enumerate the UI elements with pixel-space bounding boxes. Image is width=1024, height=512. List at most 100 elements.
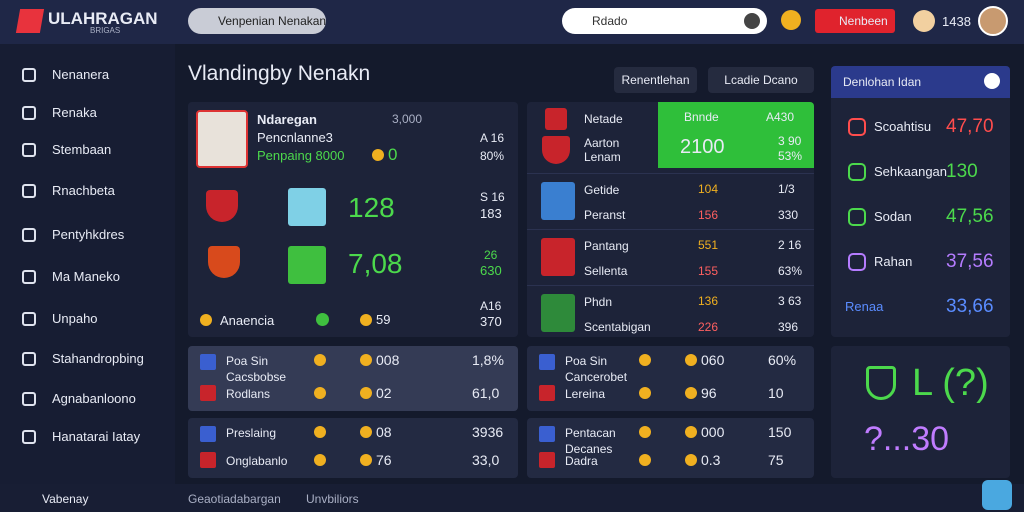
- rank-name[interactable]: Sehkaangan: [874, 164, 948, 179]
- stat-d: 396: [778, 320, 799, 334]
- coin: [685, 354, 697, 366]
- tab-button[interactable]: Renentlehan: [614, 67, 697, 93]
- player-name: Ndaregan: [257, 112, 317, 127]
- rank-name[interactable]: Rahan: [874, 254, 913, 269]
- row-divider: [527, 285, 814, 286]
- box-b: 3 90: [778, 134, 802, 148]
- coin: [639, 354, 651, 366]
- match-card[interactable]: [527, 418, 814, 478]
- box-value: 2100: [680, 136, 725, 158]
- card-a: 08: [376, 424, 392, 440]
- ranking-title: Denlohan Idan: [843, 75, 922, 89]
- search-clear[interactable]: [744, 13, 760, 29]
- player-coin: 0: [388, 145, 398, 164]
- player-stat: Penpaing 8000: [257, 148, 345, 163]
- nav-item[interactable]: Renaka: [52, 105, 97, 120]
- card-a: 060: [701, 352, 725, 368]
- card-d: 61,0: [472, 385, 500, 401]
- row-divider: [527, 229, 814, 230]
- nav-item[interactable]: Stahandropbing: [52, 351, 144, 366]
- club-badge: [208, 246, 240, 278]
- player-subtitle: Pencnlanne3: [257, 130, 333, 145]
- match-card[interactable]: [188, 346, 518, 411]
- stat-b: 156: [698, 208, 719, 222]
- player-row-a: 26: [484, 248, 498, 262]
- match-card[interactable]: [527, 346, 814, 411]
- ranking-panel: [831, 98, 1010, 337]
- coin: [200, 314, 212, 326]
- help-button[interactable]: [982, 480, 1012, 510]
- box-c: 53%: [778, 149, 803, 163]
- footer-left[interactable]: Geaotiadabargan: [188, 492, 281, 506]
- nav-item[interactable]: Ma Maneko: [52, 269, 120, 284]
- team-header-name: Netade: [584, 112, 623, 126]
- nav-item[interactable]: Hanatarai Iatay: [52, 429, 141, 444]
- player-row-b: 630: [480, 263, 502, 278]
- ranking-header: [831, 66, 1010, 98]
- sidebar-footer[interactable]: Vabenay: [42, 492, 89, 506]
- user-icon[interactable]: [913, 10, 935, 32]
- stat-a: 104: [698, 182, 719, 196]
- club-badge: [206, 190, 238, 222]
- logo: ULAHRAGAN: [48, 9, 158, 28]
- tab-button[interactable]: Lcadie Dcano: [708, 67, 814, 93]
- footer-right[interactable]: Unvbiliors: [306, 492, 359, 506]
- rank-value: 130: [946, 161, 978, 182]
- nav-item[interactable]: Stembaan: [52, 142, 112, 157]
- rank-name[interactable]: Sodan: [874, 209, 912, 224]
- card-badge: [200, 426, 216, 442]
- team-name: Getide: [584, 183, 620, 197]
- stat-b: 155: [698, 264, 719, 278]
- card-badge: [200, 354, 216, 370]
- avatar[interactable]: [978, 6, 1008, 36]
- card-a: 008: [376, 352, 400, 368]
- status-dot: [316, 313, 329, 326]
- rank-icon: [848, 163, 866, 181]
- rank-name[interactable]: Renaa: [845, 299, 884, 314]
- card-badge: [200, 385, 216, 401]
- nav-item[interactable]: Nenanera: [52, 67, 110, 82]
- search-pill[interactable]: Venpenian Nenakan: [188, 8, 326, 34]
- card-b: 02: [376, 385, 392, 401]
- coin: [360, 387, 372, 399]
- player-top-b: 80%: [480, 149, 505, 163]
- promo-line2: ?...30: [864, 420, 950, 458]
- header-button[interactable]: Nenbeen: [815, 9, 895, 33]
- nav-item[interactable]: Rnachbeta: [52, 183, 115, 198]
- rank-name[interactable]: Scoahtisu: [874, 119, 932, 134]
- rank-value: 47,56: [946, 206, 994, 227]
- match-card[interactable]: [188, 418, 518, 478]
- card-b: 76: [376, 452, 392, 468]
- search-input[interactable]: Rdado: [562, 8, 767, 34]
- stat-d: 63%: [778, 264, 803, 278]
- player-big: 7,08: [348, 248, 403, 279]
- nav-item[interactable]: Unpaho: [52, 311, 98, 326]
- card-b: 0.3: [701, 452, 721, 468]
- team-badge: [541, 294, 575, 332]
- nav-icon: [22, 352, 36, 366]
- info-icon[interactable]: [984, 73, 1000, 89]
- team-sub: Sellenta: [584, 264, 628, 278]
- coin-icon[interactable]: [781, 10, 801, 30]
- promo-panel: [831, 346, 1010, 478]
- logo-sub: BRIGAS: [90, 26, 121, 35]
- card-team: Onglabanlo: [226, 454, 288, 468]
- stat-c: 1/3: [778, 182, 795, 196]
- nav-item[interactable]: Pentyhkdres: [52, 227, 125, 242]
- player-footer-a: A16: [480, 299, 502, 313]
- coin: [639, 454, 651, 466]
- card-sub: Cacsbobse: [226, 370, 287, 384]
- team-header-sub: Aarton Lenam: [584, 136, 621, 164]
- rank-value: 33,66: [946, 296, 994, 317]
- card-title: Pentacan: [565, 426, 616, 440]
- nav-icon: [22, 430, 36, 444]
- team-badge: [542, 136, 570, 164]
- card-c: 150: [768, 424, 792, 440]
- card-sub: Cancerobet: [565, 370, 628, 384]
- card-c: 3936: [472, 424, 504, 440]
- card-a: 000: [701, 424, 725, 440]
- nav-item[interactable]: Agnabanloono: [52, 391, 136, 406]
- card-badge: [539, 354, 555, 370]
- rank-value: 47,70: [946, 116, 994, 137]
- stat-icon: [288, 246, 326, 284]
